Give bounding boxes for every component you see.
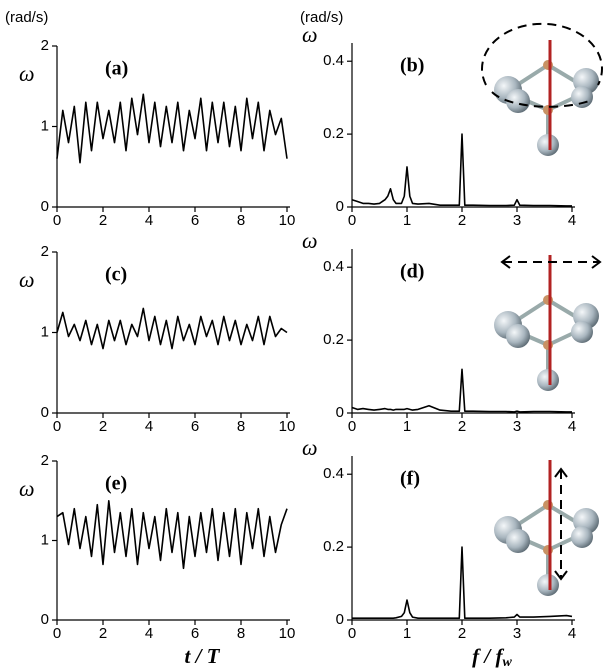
x-tick-label: 4 bbox=[145, 212, 153, 229]
x-tick-label: 2 bbox=[99, 418, 107, 435]
x-tick-label: 0 bbox=[348, 625, 356, 642]
y-axis-label: ω bbox=[302, 22, 318, 47]
panel-label: (f) bbox=[400, 468, 420, 490]
x-tick-label: 4 bbox=[145, 418, 153, 435]
y-axis-label: ω bbox=[19, 476, 35, 501]
x-tick-label: 3 bbox=[513, 212, 521, 229]
y-tick-label: 2 bbox=[41, 452, 49, 469]
y-tick-label: 0.2 bbox=[323, 125, 344, 142]
y-tick-label: 1 bbox=[41, 117, 49, 134]
x-tick-label: 6 bbox=[191, 212, 199, 229]
panel-label: (d) bbox=[400, 261, 424, 283]
x-tick-label: 0 bbox=[53, 625, 61, 642]
y-axis-unit: (rad/s) bbox=[5, 9, 48, 26]
x-tick-label: 4 bbox=[145, 625, 153, 642]
data-line bbox=[351, 133, 572, 207]
y-tick-label: 0 bbox=[41, 404, 49, 421]
y-tick-label: 1 bbox=[41, 323, 49, 340]
x-tick-label: 0 bbox=[53, 212, 61, 229]
y-tick-label: 2 bbox=[41, 243, 49, 260]
data-line bbox=[352, 546, 573, 619]
x-axis-label-text: f / f bbox=[472, 644, 504, 668]
x-tick-label: 0 bbox=[348, 212, 356, 229]
x-tick-label: 8 bbox=[237, 212, 245, 229]
y-axis-label: ω bbox=[302, 435, 318, 460]
y-tick-label: 2 bbox=[41, 37, 49, 54]
x-tick-label: 2 bbox=[99, 212, 107, 229]
x-tick-label: 3 bbox=[513, 418, 521, 435]
data-line bbox=[56, 93, 288, 164]
x-tick-label: 8 bbox=[237, 418, 245, 435]
y-axis-label: ω bbox=[19, 61, 35, 86]
x-tick-label: 2 bbox=[458, 418, 466, 435]
y-tick-label: 0.2 bbox=[323, 331, 344, 348]
x-tick-label: 10 bbox=[279, 418, 296, 435]
panel-label: (e) bbox=[105, 473, 127, 495]
y-tick-label: 0 bbox=[336, 198, 344, 215]
x-tick-label: 2 bbox=[458, 625, 466, 642]
x-tick-label: 1 bbox=[403, 418, 411, 435]
data-line bbox=[56, 500, 288, 570]
x-tick-label: 6 bbox=[191, 418, 199, 435]
x-axis-label: t / T bbox=[185, 644, 221, 668]
y-axis-unit: (rad/s) bbox=[300, 9, 343, 26]
y-tick-label: 0 bbox=[336, 611, 344, 628]
inset-b bbox=[481, 22, 603, 158]
x-tick-label: 10 bbox=[279, 625, 296, 642]
y-tick-label: 0 bbox=[41, 198, 49, 215]
y-tick-label: 0.4 bbox=[323, 52, 344, 69]
x-tick-label: 0 bbox=[348, 418, 356, 435]
x-axis-label: f / fw bbox=[472, 644, 512, 670]
x-tick-label: 1 bbox=[403, 625, 411, 642]
x-tick-label: 4 bbox=[568, 418, 576, 435]
data-line bbox=[351, 368, 572, 413]
x-tick-label: 2 bbox=[458, 212, 466, 229]
x-axis-label-text: t / T bbox=[185, 644, 221, 668]
x-tick-label: 1 bbox=[403, 212, 411, 229]
x-tick-label: 0 bbox=[53, 418, 61, 435]
inset-f bbox=[492, 460, 601, 598]
x-tick-label: 10 bbox=[279, 212, 296, 229]
x-tick-label: 2 bbox=[99, 625, 107, 642]
x-tick-label: 3 bbox=[513, 625, 521, 642]
y-tick-label: 0.4 bbox=[323, 465, 344, 482]
y-tick-label: 1 bbox=[41, 531, 49, 548]
inset-d bbox=[492, 255, 602, 393]
x-tick-label: 6 bbox=[191, 625, 199, 642]
y-tick-label: 0 bbox=[336, 404, 344, 421]
y-axis-label: ω bbox=[19, 267, 35, 292]
y-tick-label: 0 bbox=[41, 611, 49, 628]
x-tick-label: 4 bbox=[568, 625, 576, 642]
data-line bbox=[56, 307, 288, 350]
x-tick-label: 8 bbox=[237, 625, 245, 642]
panel-label: (a) bbox=[105, 58, 128, 80]
y-axis-label: ω bbox=[302, 228, 318, 253]
panel-label: (b) bbox=[400, 55, 424, 77]
y-tick-label: 0.2 bbox=[323, 538, 344, 555]
x-tick-label: 4 bbox=[568, 212, 576, 229]
y-tick-label: 0.4 bbox=[323, 258, 344, 275]
panel-label: (c) bbox=[105, 264, 127, 286]
x-axis-label-sub: w bbox=[502, 655, 512, 670]
